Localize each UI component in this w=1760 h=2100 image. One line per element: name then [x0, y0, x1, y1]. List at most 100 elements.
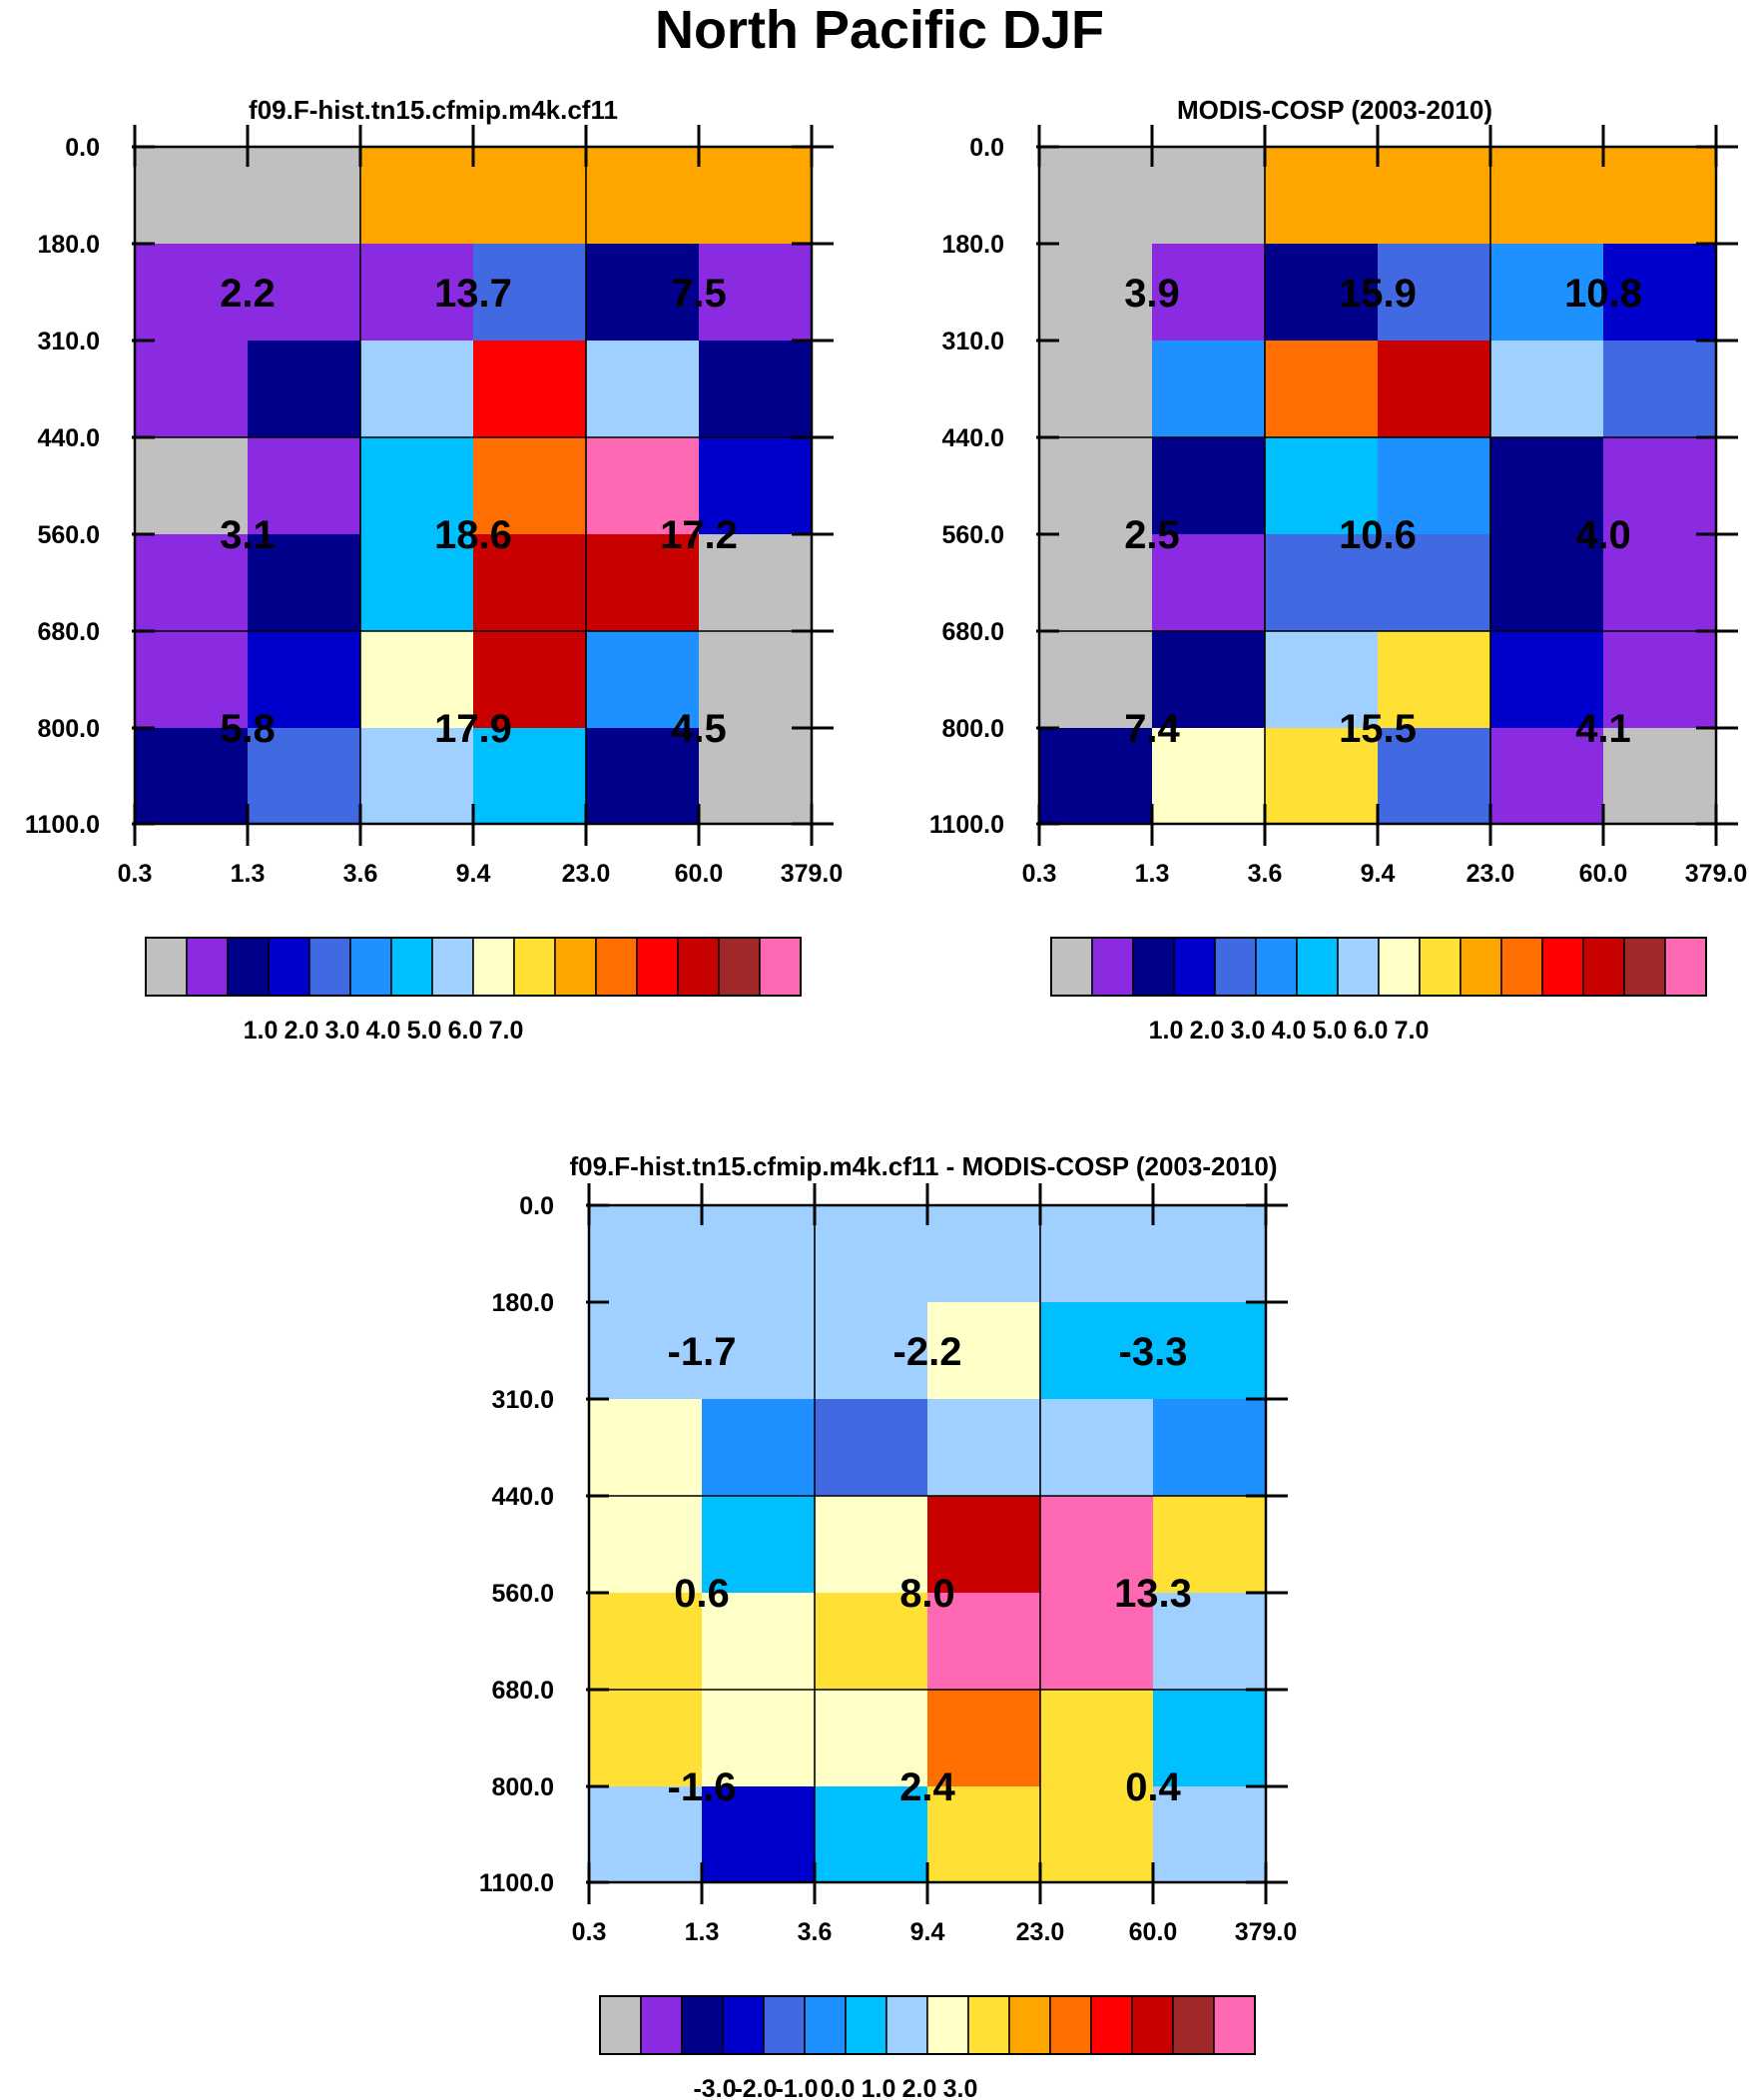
y-tick-label: 800.0: [941, 715, 1004, 743]
colorbar-label: 7.0: [489, 1017, 524, 1045]
colorbar-swatch: [472, 937, 515, 997]
heatmap-cell: [1603, 631, 1717, 729]
colorbar-frame: [599, 1995, 1256, 2055]
box-value-label: 15.5: [1339, 707, 1417, 751]
heatmap-cell: [360, 147, 474, 245]
x-tick-label: 9.4: [910, 1918, 945, 1946]
heatmap-cell: [815, 1399, 928, 1497]
heatmap-cell: [1153, 1205, 1267, 1303]
heatmap-cell: [589, 1690, 703, 1787]
heatmap-cell: [135, 147, 249, 245]
heatmap-cell: [699, 534, 813, 632]
x-tick-label: 9.4: [1361, 860, 1396, 888]
colorbar-swatch: [1131, 1995, 1174, 2055]
x-tick-label: 1.3: [1135, 860, 1170, 888]
box-value-label: 4.1: [1575, 707, 1631, 751]
colorbar-swatch: [804, 1995, 847, 2055]
x-tick-label: 1.3: [231, 860, 266, 888]
heatmap-cell: [815, 1593, 928, 1691]
panel-observations: MODIS-COSP (2003-2010) 0.0 180.0 310.0 440.…: [929, 95, 1747, 1045]
panel-title: f09.F-hist.tn15.cfmip.m4k.cf11 - MODIS-C…: [570, 1151, 1278, 1181]
heatmap-cell: [1040, 1786, 1154, 1883]
heatmap-cell: [473, 631, 587, 729]
heatmap-cell: [1378, 534, 1491, 632]
colorbar-swatch: [599, 1995, 642, 2055]
y-tick-label: 0.0: [969, 134, 1004, 162]
colorbar-swatch: [1623, 937, 1666, 997]
colorbar-label: -1.0: [775, 2075, 818, 2100]
box-value-label: 15.9: [1339, 272, 1417, 316]
heatmap-cell: [360, 244, 474, 342]
heatmap-cell: [1040, 1302, 1154, 1400]
heatmap-cell: [586, 341, 700, 438]
colorbar-label: 6.0: [1354, 1017, 1389, 1045]
y-tick-label: 440.0: [37, 424, 100, 452]
box-value-label: 3.9: [1124, 272, 1180, 316]
heatmap-cell: [1039, 147, 1153, 245]
colorbar-swatch: [1419, 937, 1462, 997]
heatmap-cell: [702, 1399, 816, 1497]
heatmap-cell: [699, 437, 813, 535]
heatmap-cell: [586, 244, 700, 342]
heatmap-cell: [1039, 244, 1153, 342]
heatmap-cell: [1490, 244, 1604, 342]
colorbar-swatch: [1541, 937, 1584, 997]
heatmap-cell: [1153, 1399, 1267, 1497]
heatmap-cell: [589, 1593, 703, 1691]
colorbar-label: -3.0: [693, 2075, 736, 2100]
heatmap-cell: [1378, 437, 1491, 535]
colorbar-swatch: [636, 937, 679, 997]
colorbar-swatch: [1173, 937, 1216, 997]
box-value-label: -2.2: [893, 1330, 962, 1374]
heatmap-cell: [1603, 341, 1717, 438]
y-tick-label: 0.0: [519, 1192, 554, 1220]
heatmap-cell: [586, 437, 700, 535]
heatmap-cell: [473, 437, 587, 535]
heatmap-cell: [135, 728, 249, 825]
heatmap-cell: [473, 341, 587, 438]
colorbar-swatch: [513, 937, 556, 997]
heatmap-cell: [1265, 341, 1379, 438]
colorbar-swatch: [145, 937, 188, 997]
x-tick-label: 379.0: [781, 860, 844, 888]
heatmap-cell: [927, 1786, 1041, 1883]
x-tick-label: 23.0: [1016, 1918, 1065, 1946]
heatmap-cell: [815, 1205, 928, 1303]
colorbar-swatch: [845, 1995, 887, 2055]
colorbar-swatch: [1213, 1995, 1256, 2055]
colorbar-swatch: [1296, 937, 1339, 997]
heatmap-cell: [1153, 1496, 1267, 1594]
y-tick-label: 800.0: [491, 1773, 554, 1801]
colorbar-frame: [145, 937, 802, 997]
y-tick-label: 0.0: [65, 134, 100, 162]
heatmap-cell: [1603, 437, 1717, 535]
box-value-label: 13.7: [434, 272, 512, 316]
colorbar-label: 1.0: [862, 2075, 896, 2100]
x-tick-label: 9.4: [456, 860, 491, 888]
colorbar-label: 5.0: [1313, 1017, 1348, 1045]
box-value-label: 17.9: [434, 707, 512, 751]
x-tick-label: 3.6: [798, 1918, 833, 1946]
box-value-label: -3.3: [1119, 1330, 1188, 1374]
heatmap-cell: [1378, 147, 1491, 245]
x-tick-label: 60.0: [675, 860, 724, 888]
heatmap-cell: [473, 728, 587, 825]
box-value-label: -1.7: [668, 1330, 737, 1374]
colorbar-swatch: [885, 1995, 928, 2055]
colorbar-label: 4.0: [366, 1017, 401, 1045]
colorbar-swatch: [640, 1995, 683, 2055]
colorbar-swatch: [1460, 937, 1502, 997]
box-value-label: 2.4: [899, 1765, 955, 1809]
colorbar-swatch: [677, 937, 720, 997]
heatmap-cell: [699, 631, 813, 729]
y-tick-label: 310.0: [941, 328, 1004, 355]
heatmap-cell: [248, 341, 361, 438]
box-value-label: 10.8: [1564, 272, 1642, 316]
colorbar-swatch: [763, 1995, 806, 2055]
heatmap-cell: [1039, 534, 1153, 632]
colorbar-swatch: [1214, 937, 1257, 997]
x-tick-label: 3.6: [343, 860, 378, 888]
box-value-label: 5.8: [220, 707, 276, 751]
y-tick-label: 310.0: [491, 1386, 554, 1414]
